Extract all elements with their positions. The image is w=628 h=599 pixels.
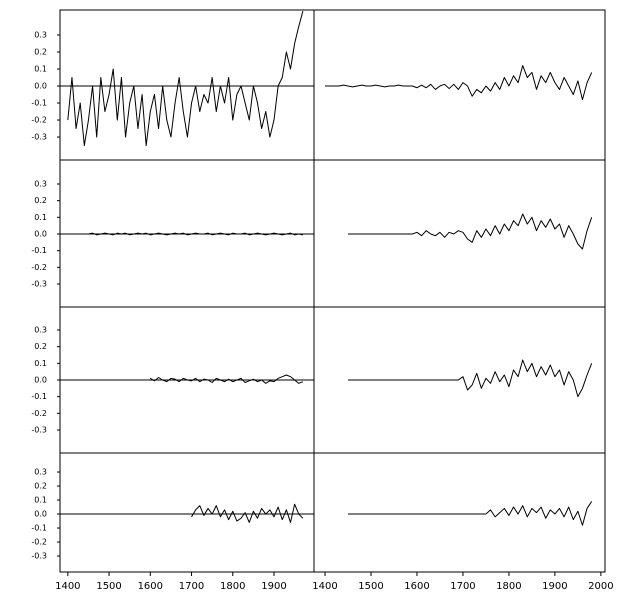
x-tick-label: 1400 bbox=[312, 581, 337, 592]
y-tick-label: 0.0 bbox=[34, 230, 47, 239]
y-tick-label: -0.1 bbox=[31, 99, 47, 108]
y-tick-label: 0.1 bbox=[34, 213, 47, 222]
series-line bbox=[191, 503, 304, 523]
y-tick-label: 0.1 bbox=[34, 359, 47, 368]
series-line bbox=[150, 374, 304, 384]
y-tick-label: -0.3 bbox=[31, 426, 47, 435]
y-tick-label: -0.3 bbox=[31, 280, 47, 289]
x-tick-label: 1500 bbox=[96, 581, 121, 592]
x-tick-label: 1900 bbox=[261, 581, 286, 592]
y-tick-label: 0.2 bbox=[34, 196, 47, 205]
y-tick-label: -0.2 bbox=[31, 116, 47, 125]
x-tick-label: 1800 bbox=[496, 581, 521, 592]
series-line bbox=[88, 232, 303, 236]
y-tick-label: 0.3 bbox=[34, 180, 47, 189]
y-tick-label: -0.1 bbox=[31, 392, 47, 401]
series-line bbox=[348, 213, 593, 250]
x-tick-label: 2000 bbox=[588, 581, 613, 592]
y-tick-label: -0.3 bbox=[31, 133, 47, 142]
x-tick-label: 1900 bbox=[542, 581, 567, 592]
y-tick-label: -0.2 bbox=[31, 263, 47, 272]
series-line bbox=[348, 501, 593, 526]
y-tick-label: 0.2 bbox=[34, 48, 47, 57]
y-tick-label: 0.2 bbox=[34, 482, 47, 491]
panel-frame bbox=[313, 452, 606, 573]
y-tick-label: -0.1 bbox=[31, 246, 47, 255]
panel-frame bbox=[59, 9, 315, 161]
y-tick-label: 0.0 bbox=[34, 82, 47, 91]
y-tick-label: 0.0 bbox=[34, 510, 47, 519]
x-tick-label: 1600 bbox=[404, 581, 429, 592]
y-tick-label: 0.1 bbox=[34, 65, 47, 74]
y-tick-label: 0.3 bbox=[34, 326, 47, 335]
y-tick-label: 0.3 bbox=[34, 31, 47, 40]
y-tick-label: 0.0 bbox=[34, 376, 47, 385]
series-line bbox=[348, 359, 593, 398]
y-tick-label: -0.3 bbox=[31, 552, 47, 561]
y-tick-label: -0.2 bbox=[31, 409, 47, 418]
y-tick-label: -0.1 bbox=[31, 524, 47, 533]
y-tick-label: 0.3 bbox=[34, 468, 47, 477]
y-tick-label: -0.2 bbox=[31, 538, 47, 547]
y-tick-label: 0.2 bbox=[34, 342, 47, 351]
x-tick-label: 1800 bbox=[220, 581, 245, 592]
x-tick-label: 1700 bbox=[179, 581, 204, 592]
x-tick-label: 1400 bbox=[55, 581, 80, 592]
series-line bbox=[325, 65, 593, 101]
x-tick-label: 1700 bbox=[450, 581, 475, 592]
y-tick-label: 0.1 bbox=[34, 496, 47, 505]
series-line bbox=[67, 11, 304, 147]
x-tick-label: 1500 bbox=[358, 581, 383, 592]
x-tick-label: 1600 bbox=[138, 581, 163, 592]
